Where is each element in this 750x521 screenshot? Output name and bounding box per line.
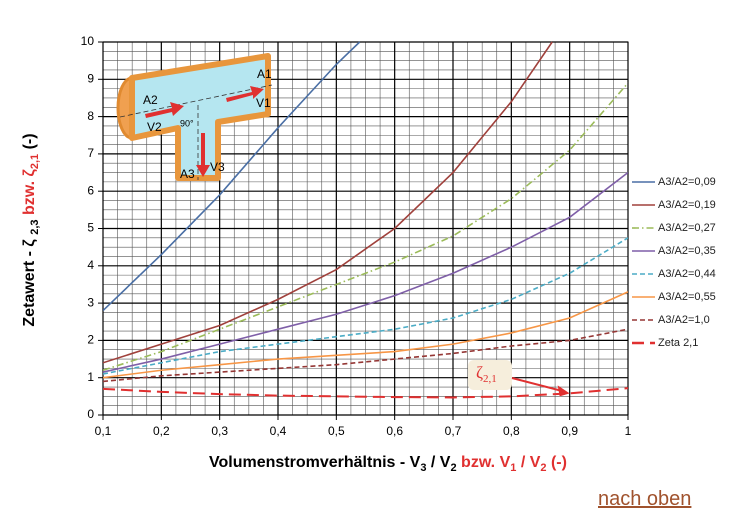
legend-label: A3/A2=0,44 <box>658 268 716 280</box>
tee-diagram: A1 V1 A2 V2 90° A3 V3 <box>116 53 273 181</box>
diagram-label: V3 <box>210 160 225 174</box>
back-to-top-link[interactable]: nach oben <box>598 488 692 510</box>
legend-label: A3/A2=0,09 <box>658 176 716 188</box>
annotation: ζ2,1 <box>468 360 570 397</box>
y-axis-label-part: bzw. ζ <box>21 169 38 220</box>
series-line <box>103 41 361 312</box>
series-line <box>103 237 628 375</box>
legend-label: A3/A2=0,19 <box>658 199 716 211</box>
axis-labels: Volumenstromverhältnis - V3 / V2 bzw. V1… <box>21 133 567 474</box>
x-tick-label: 0,3 <box>211 424 228 438</box>
y-axis-label-part: Zetawert - ζ <box>21 235 38 327</box>
y-tick-label: 2 <box>87 333 94 347</box>
chart: 0,1 0,2 0,3 0,4 0,5 0,6 0,7 0,8 0,9 1012345678910… <box>21 34 716 474</box>
series-line <box>103 171 628 373</box>
y-tick-label: 9 <box>87 71 94 85</box>
diagram-label: A3 <box>180 167 195 181</box>
legend-label: A3/A2=0,35 <box>658 245 716 257</box>
plot <box>103 41 628 399</box>
x-axis-label-part: 3 <box>420 462 426 474</box>
x-tick-label: 0,8 <box>503 424 520 438</box>
y-axis-label-part: 2,3 <box>29 219 41 234</box>
x-axis-label-part: 2 <box>450 462 456 474</box>
series-line <box>103 387 628 399</box>
annotation-arrow <box>511 377 564 393</box>
x-axis-label-part: Volumenstromverhältnis - V <box>209 454 421 471</box>
x-tick-label: 0,6 <box>386 424 403 438</box>
y-tick-label: 6 <box>87 183 94 197</box>
y-axis-label: Zetawert - ζ 2,3 bzw. ζ2,1 (-) <box>21 133 41 326</box>
annotation-box <box>468 360 512 390</box>
annotation-arrowhead <box>557 385 570 397</box>
series-line <box>103 82 628 372</box>
legend: A3/A2=0,09 A3/A2=0,19 A3/A2=0,27 A3/A2=0,35… <box>632 176 716 349</box>
x-axis-label-part: 2 <box>540 462 546 474</box>
x-axis-label-part: / V <box>516 454 540 471</box>
y-tick-label: 0 <box>87 407 94 421</box>
y-tick-label: 4 <box>87 258 94 272</box>
x-axis-label-part: bzw. V <box>457 454 511 471</box>
y-tick-label: 8 <box>87 109 94 123</box>
x-axis-label-part: / V <box>426 454 450 471</box>
y-tick-label: 3 <box>87 295 94 309</box>
x-tick-label: 1 <box>625 424 632 438</box>
x-tick-label: 0,2 <box>153 424 170 438</box>
y-tick-label: 5 <box>87 221 94 235</box>
arrow <box>196 133 210 177</box>
series-line <box>103 291 628 379</box>
diagram-label: A2 <box>143 93 158 107</box>
y-tick-label: 10 <box>81 34 95 48</box>
legend-label: A3/A2=1,0 <box>658 314 710 326</box>
y-axis-label-part: (-) <box>21 133 38 153</box>
x-tick-label: 0,1 <box>95 424 112 438</box>
legend-label: A3/A2=0,55 <box>658 291 716 303</box>
annotation-text: ζ2,1 <box>476 363 497 385</box>
x-axis-label-part: 1 <box>510 462 516 474</box>
legend-label: Zeta 2,1 <box>658 337 698 349</box>
x-tick-label: 0,9 <box>561 424 578 438</box>
annotation-subscript: 2,1 <box>483 373 497 385</box>
x-tick-label: 0,4 <box>270 424 287 438</box>
x-tick-label: 0,5 <box>328 424 345 438</box>
annotation-symbol: ζ <box>476 363 483 382</box>
x-tick-label: 0,7 <box>445 424 462 438</box>
diagram-label: A1 <box>257 67 272 81</box>
y-tick-label: 1 <box>87 370 94 384</box>
arrow <box>226 86 264 102</box>
series-line <box>103 41 553 364</box>
pipe-body <box>129 53 271 181</box>
diagram-label: 90° <box>180 118 194 128</box>
y-tick-label: 7 <box>87 146 94 160</box>
arrow <box>145 102 184 118</box>
legend-label: A3/A2=0,27 <box>658 222 716 234</box>
diagram-label: V1 <box>256 96 271 110</box>
x-axis-label-part: (-) <box>547 454 567 471</box>
axis-line <box>119 84 273 118</box>
y-axis-label-part: 2,1 <box>29 154 41 169</box>
x-axis-label: Volumenstromverhältnis - V3 / V2 bzw. V1… <box>209 454 567 474</box>
diagram-label: V2 <box>147 120 162 134</box>
